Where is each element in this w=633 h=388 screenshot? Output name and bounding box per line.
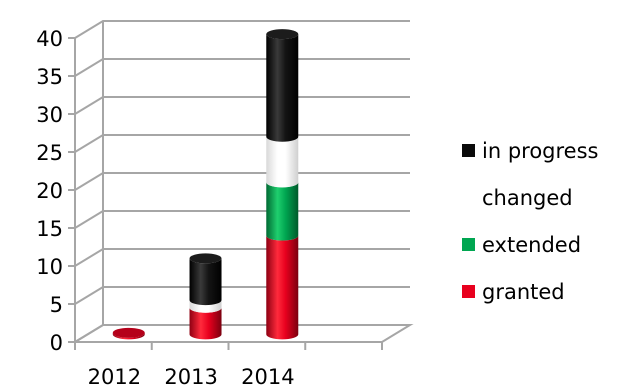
- plot-walls: [71, 21, 414, 343]
- y-axis-ticks: 0 5 10 15 20 25 30 35 40: [36, 27, 76, 355]
- bar-segment-granted-2014: [266, 235, 299, 340]
- gridline: [74, 20, 410, 39]
- bar-segment-granted-2013: [189, 307, 222, 340]
- bar-segment-extended-2014: [266, 182, 299, 241]
- legend-swatch-granted: [462, 285, 475, 298]
- x-tick-label: 2014: [241, 365, 294, 388]
- bars: [112, 29, 299, 340]
- legend-swatch-changed: [462, 191, 475, 204]
- gridline: [74, 96, 410, 115]
- bar-cap-2012: [112, 327, 145, 338]
- legend-swatch-extended: [462, 238, 475, 251]
- gridline: [74, 58, 410, 77]
- y-tick-label: 5: [50, 293, 63, 317]
- bar-segment-changed-2013: [189, 300, 222, 313]
- bar-cap-2013: [189, 253, 222, 264]
- legend-label-changed: changed: [482, 186, 573, 210]
- bar-segment-granted-2012: [112, 332, 145, 340]
- gridline: [74, 324, 410, 343]
- gridline: [74, 248, 410, 267]
- bar-segment-changed-2014: [266, 136, 299, 188]
- y-tick-label: 35: [36, 65, 63, 89]
- y-tick-label: 0: [50, 331, 63, 355]
- y-tick-label: 20: [36, 179, 63, 203]
- y-tick-label: 30: [36, 103, 63, 127]
- gridline: [74, 210, 410, 229]
- x-axis-ticks: 2012 2013 2014: [74, 341, 383, 388]
- legend-label-in-progress: in progress: [482, 139, 598, 163]
- legend: in progress changed extended granted: [462, 139, 598, 304]
- y-tick-label: 15: [36, 217, 63, 241]
- gridline: [74, 286, 410, 305]
- legend-label-extended: extended: [482, 233, 581, 257]
- gridline: [74, 134, 410, 153]
- x-tick-label: 2013: [164, 365, 217, 388]
- bar-segment-in-progress-2013: [189, 258, 222, 306]
- y-tick-label: 10: [36, 255, 63, 279]
- gridline: [74, 172, 410, 191]
- legend-label-granted: granted: [482, 280, 565, 304]
- y-tick-label: 25: [36, 141, 63, 165]
- bar-segment-in-progress-2014: [266, 34, 299, 142]
- y-tick-label: 40: [36, 27, 63, 51]
- gridlines: [74, 20, 410, 343]
- bar-cap-2014: [266, 29, 299, 40]
- x-tick-label: 2012: [88, 365, 141, 388]
- legend-swatch-in-progress: [462, 144, 475, 157]
